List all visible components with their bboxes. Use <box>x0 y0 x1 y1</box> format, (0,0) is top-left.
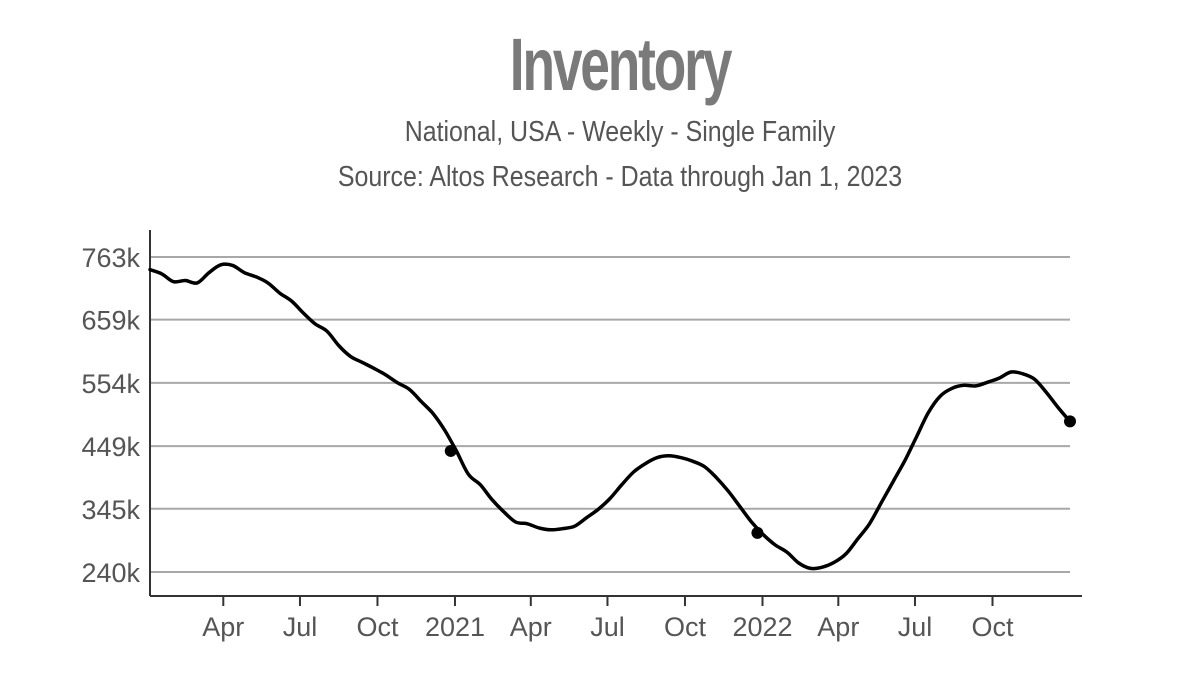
x-tick-label: 2021 <box>425 612 485 642</box>
x-tick-label: Oct <box>971 612 1014 642</box>
y-tick-label: 763k <box>81 243 140 273</box>
series-line <box>148 262 1072 571</box>
x-tick-label: Oct <box>356 612 399 642</box>
y-tick-label: 449k <box>81 432 140 462</box>
x-tick-label: Apr <box>202 612 244 642</box>
x-tick-label: Jul <box>898 612 933 642</box>
data-point-marker <box>751 526 764 539</box>
x-tick-label: Jul <box>590 612 625 642</box>
x-tick-label: Apr <box>817 612 859 642</box>
chart-subtitle: National, USA - Weekly - Single Family <box>404 116 836 148</box>
x-tick-label: Jul <box>283 612 318 642</box>
data-point-marker <box>444 444 457 457</box>
chart-title: Inventory <box>509 23 733 106</box>
y-tick-label: 554k <box>81 369 140 399</box>
x-tick-label: Apr <box>510 612 552 642</box>
data-point-marker <box>1064 415 1076 428</box>
x-tick-label: Oct <box>664 612 707 642</box>
y-tick-label: 659k <box>81 306 140 336</box>
y-tick-label: 240k <box>81 558 140 588</box>
chart-source: Source: Altos Research - Data through Ja… <box>337 161 903 193</box>
y-tick-label: 345k <box>81 495 140 525</box>
x-tick-label: 2022 <box>732 612 792 642</box>
